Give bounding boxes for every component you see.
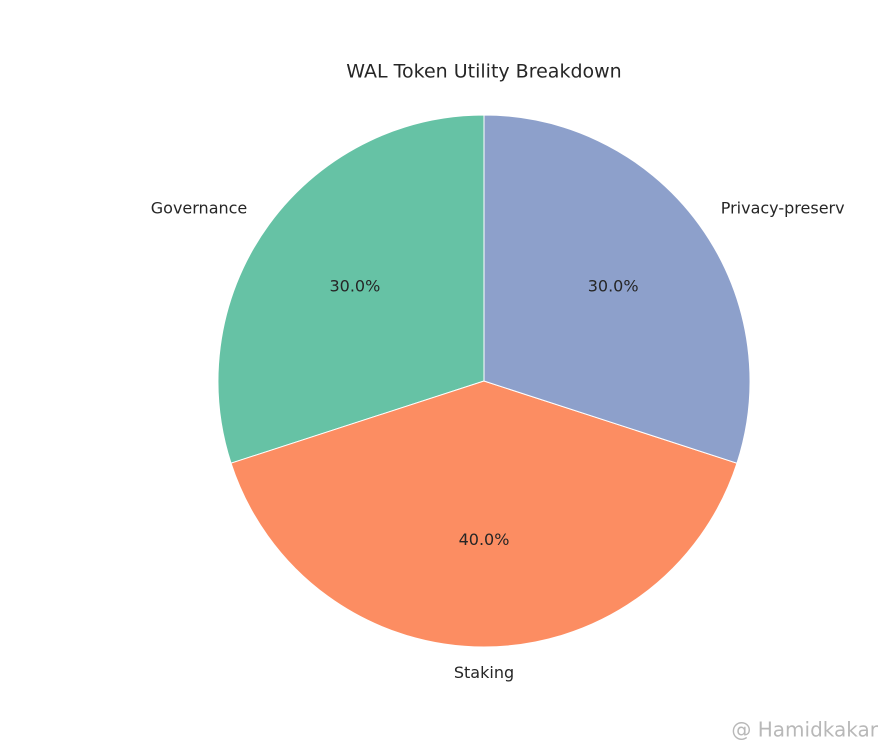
value-label: 30.0%	[588, 277, 639, 296]
slice-label: Privacy-preserv	[721, 199, 845, 218]
pie-slice	[217, 114, 485, 464]
value-label: 40.0%	[459, 530, 510, 549]
slice-label: Governance	[151, 199, 248, 218]
watermark: @ Hamidkakar	[731, 718, 878, 742]
slice-label: Staking	[454, 663, 514, 682]
value-label: 30.0%	[329, 277, 380, 296]
pie-slice	[483, 114, 751, 464]
chart-title: WAL Token Utility Breakdown	[346, 61, 621, 83]
pie-slice	[230, 380, 738, 648]
